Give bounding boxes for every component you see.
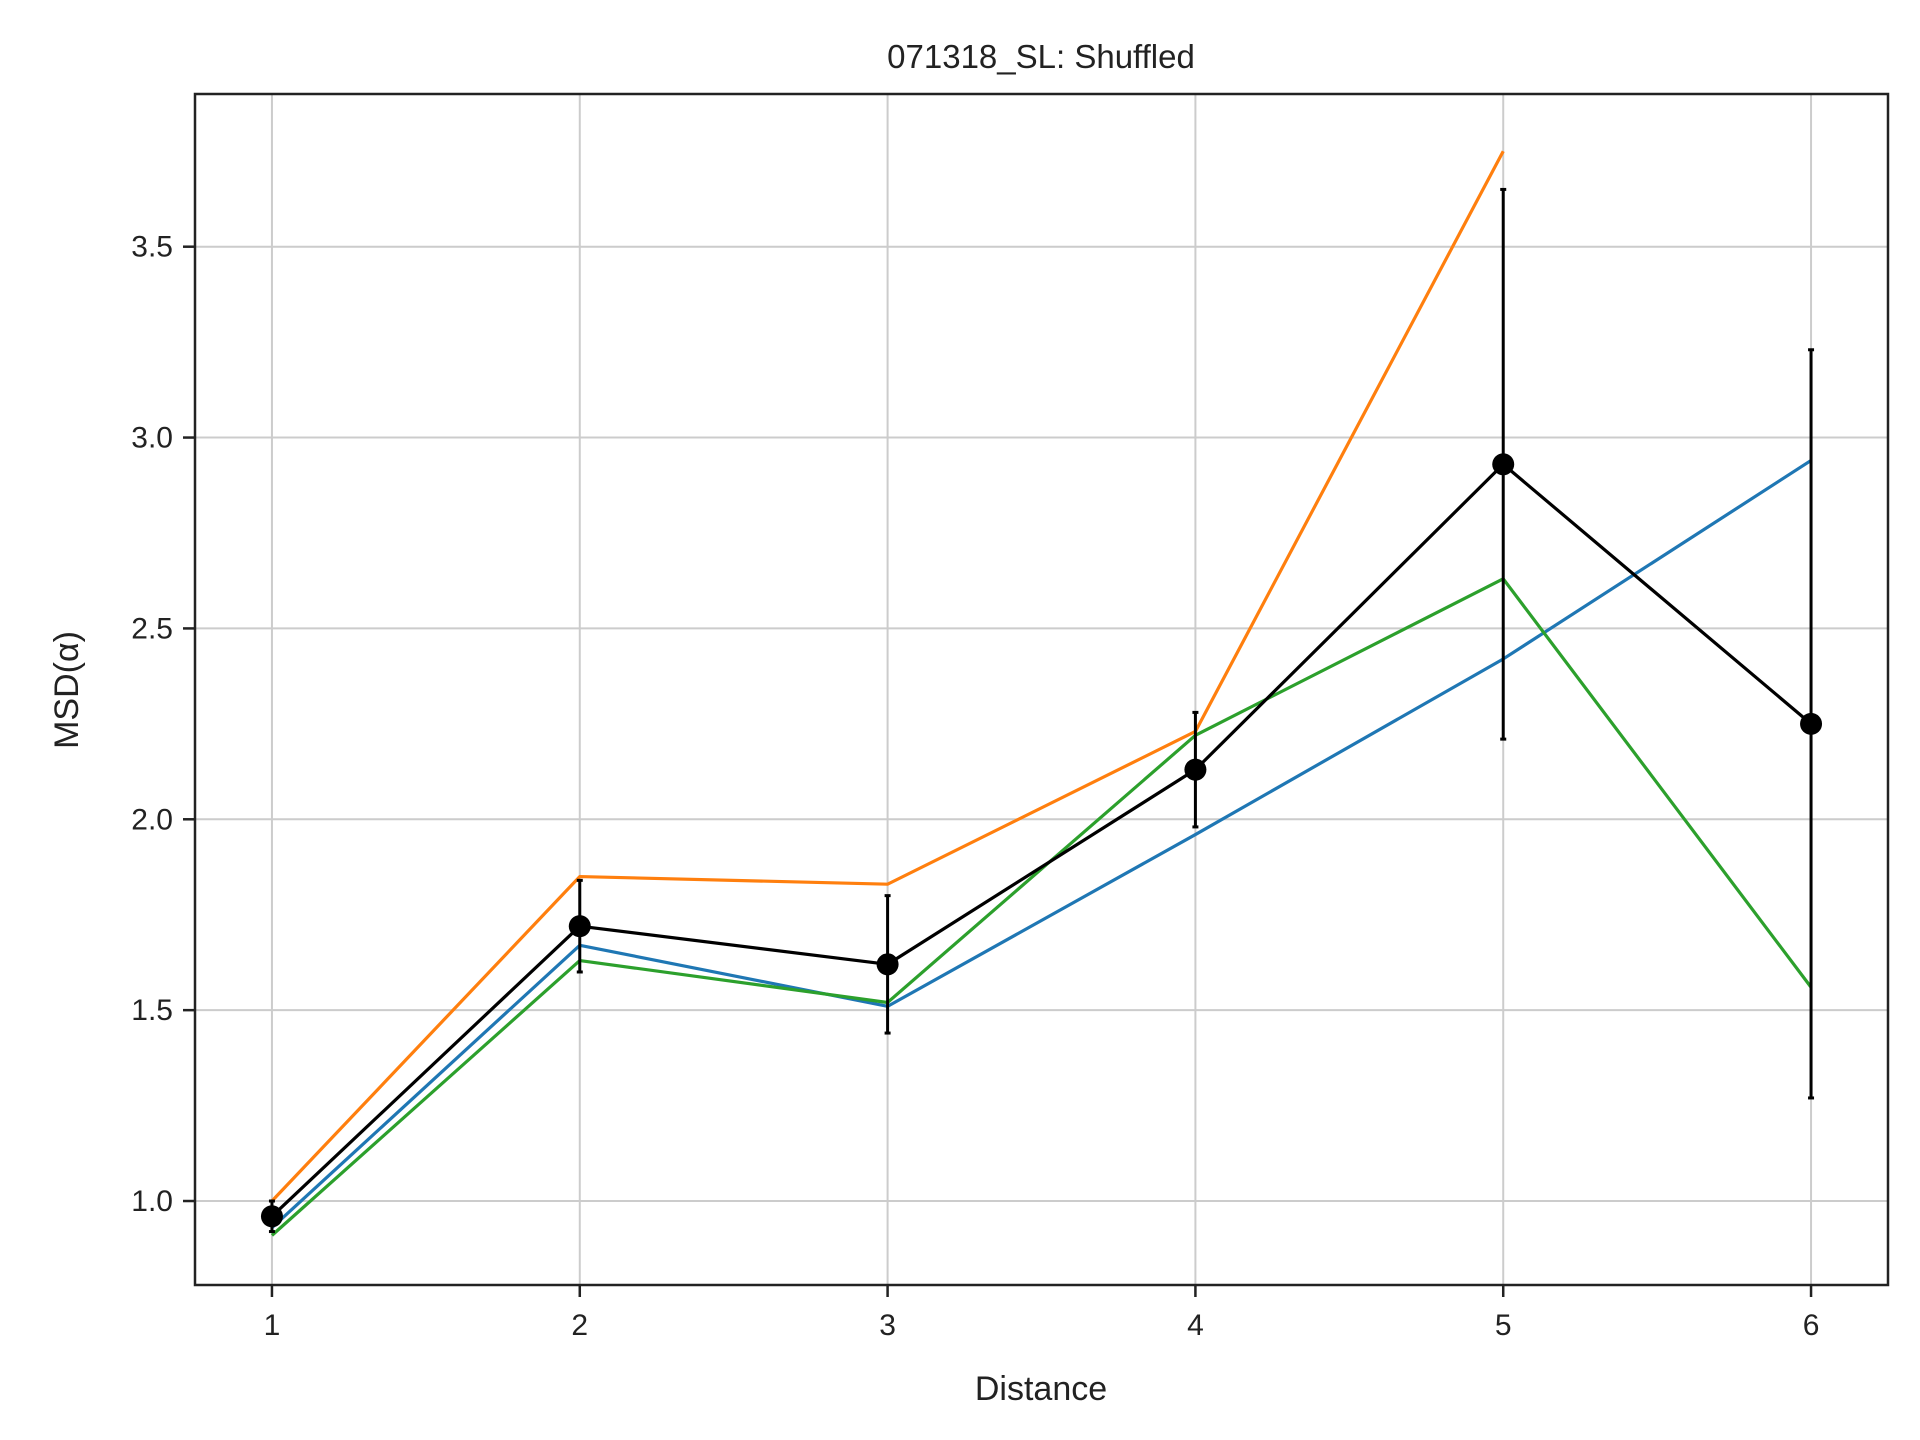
- x-tick-label: 4: [1187, 1309, 1204, 1342]
- series-line-2: [270, 150, 1505, 1203]
- y-tick-label: 3.0: [131, 422, 173, 455]
- series-line-1: [270, 459, 1812, 1229]
- y-tick-label: 2.0: [131, 803, 173, 836]
- x-tick-label: 3: [879, 1309, 896, 1342]
- data-point: [1492, 453, 1515, 476]
- data-point: [876, 953, 899, 976]
- ticks-layer: 1 2 3 4 5 6 1.0 1.5 2.0 2.5 3.0 3.5: [131, 231, 1819, 1342]
- y-tick-label: 3.5: [131, 231, 173, 264]
- chart-title: 071318_SL: Shuffled: [887, 38, 1195, 75]
- data-point: [260, 1205, 283, 1228]
- x-tick-label: 2: [571, 1309, 588, 1342]
- grid-layer: [195, 94, 1888, 1285]
- x-tick-label: 6: [1803, 1309, 1820, 1342]
- x-axis-label: Distance: [975, 1370, 1107, 1408]
- data-point: [1800, 712, 1823, 735]
- data-point: [568, 915, 591, 938]
- plot-frame: [193, 92, 1890, 1287]
- series-line-3: [270, 577, 1813, 1237]
- y-tick-label: 2.5: [131, 612, 173, 645]
- x-tick-label: 1: [264, 1309, 281, 1342]
- data-point: [1184, 758, 1207, 781]
- y-tick-label: 1.5: [131, 994, 173, 1027]
- y-tick-label: 1.0: [131, 1185, 173, 1218]
- series-line-4: [270, 462, 1813, 1218]
- series-layer: [260, 150, 1823, 1237]
- y-axis-label: MSD(α): [48, 631, 86, 749]
- x-tick-label: 5: [1495, 1309, 1512, 1342]
